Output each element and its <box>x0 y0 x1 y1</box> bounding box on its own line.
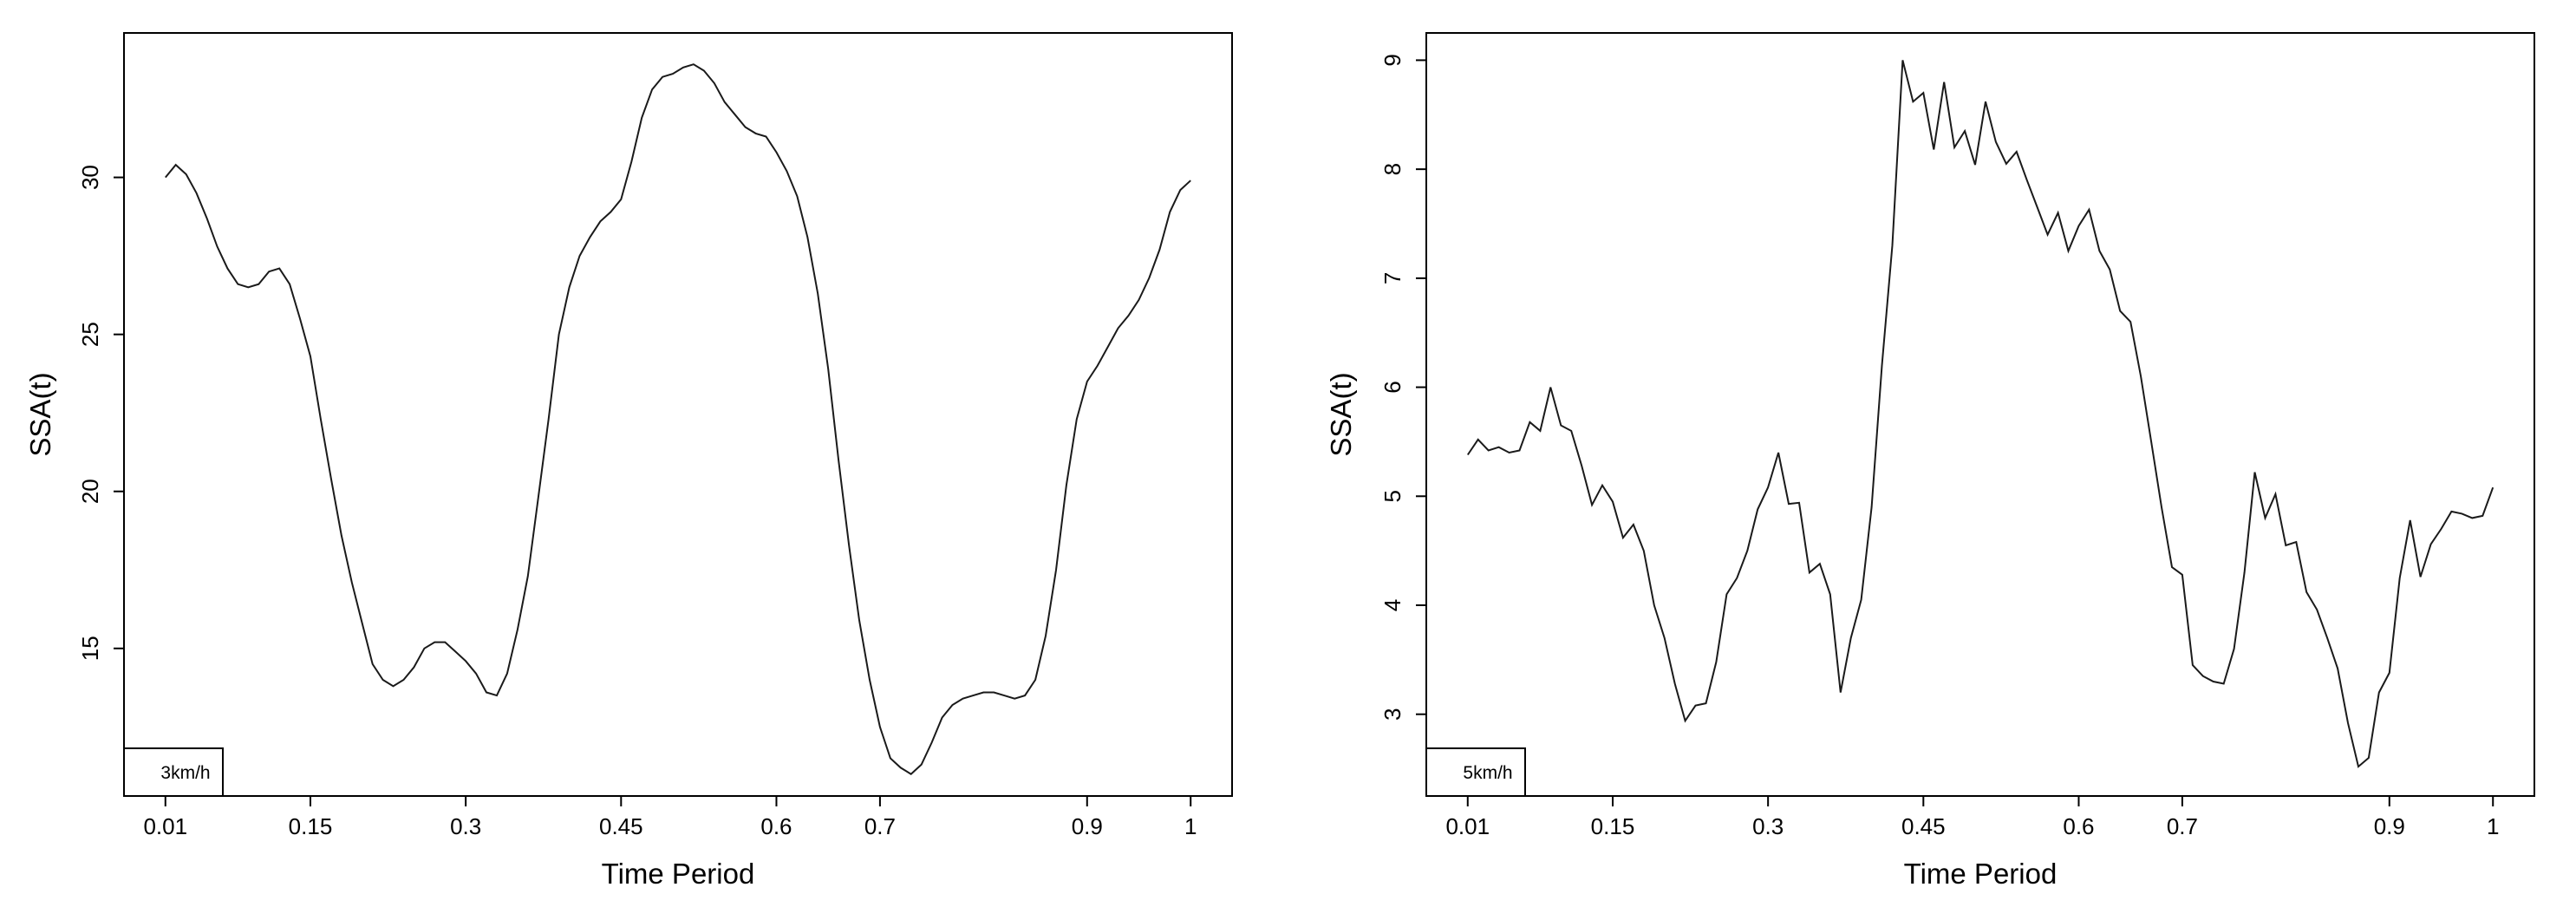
legend-label: 3km/h <box>160 763 210 783</box>
x-tick-label: 0.45 <box>599 813 643 839</box>
y-tick-label: 8 <box>1379 163 1405 175</box>
chart-panel-3kmh: 15 20 25 30 0.01 0.15 0.3 0.45 0.6 0.7 0.9 1 3km/h… <box>24 32 1233 890</box>
x-axis: 0.01 0.15 0.3 0.45 0.6 0.7 0.9 1 <box>1445 796 2499 839</box>
y-tick-label: 30 <box>77 165 103 190</box>
plot-frame <box>123 32 1233 797</box>
x-tick-label: 1 <box>1184 813 1197 839</box>
y-tick-label: 20 <box>77 479 103 504</box>
x-tick-label: 0.9 <box>1072 813 1103 839</box>
legend-box <box>123 747 224 797</box>
x-tick-label: 1 <box>2487 813 2499 839</box>
y-tick-label: 4 <box>1379 599 1405 611</box>
y-axis: 15 20 25 30 <box>77 165 124 661</box>
x-axis: 0.01 0.15 0.3 0.45 0.6 0.7 0.9 1 <box>143 796 1197 839</box>
x-tick-label: 0.6 <box>760 813 792 839</box>
x-tick-label: 0.15 <box>289 813 333 839</box>
legend-label: 5km/h <box>1463 763 1512 783</box>
y-tick-label: 25 <box>77 322 103 347</box>
x-tick-label: 0.6 <box>2063 813 2094 839</box>
x-tick-label: 0.15 <box>1591 813 1635 839</box>
legend-box <box>1425 747 1526 797</box>
y-axis: 3 4 5 6 7 8 9 <box>1379 54 1426 721</box>
x-tick-label: 0.3 <box>1752 813 1784 839</box>
y-axis-title: SSA(t) <box>24 372 56 456</box>
x-tick-label: 0.01 <box>1445 813 1490 839</box>
y-tick-label: 6 <box>1379 381 1405 393</box>
y-tick-label: 3 <box>1379 708 1405 720</box>
x-tick-label: 0.45 <box>1901 813 1946 839</box>
x-tick-label: 0.7 <box>2167 813 2198 839</box>
series-line-5kmh <box>1466 60 2494 768</box>
legend: 3km/h <box>123 747 224 797</box>
plot-frame <box>1425 32 2535 797</box>
y-tick-label: 5 <box>1379 490 1405 502</box>
x-tick-label: 0.9 <box>2374 813 2405 839</box>
y-axis-title: SSA(t) <box>1325 372 1357 456</box>
y-tick-label: 15 <box>77 636 103 661</box>
x-axis-title: Time Period <box>602 858 755 890</box>
x-tick-label: 0.01 <box>143 813 187 839</box>
x-tick-label: 0.3 <box>450 813 481 839</box>
x-tick-label: 0.7 <box>864 813 896 839</box>
y-tick-label: 9 <box>1379 54 1405 66</box>
x-axis-title: Time Period <box>1904 858 2058 890</box>
series-line-3kmh <box>165 63 1191 775</box>
legend: 5km/h <box>1425 747 1526 797</box>
y-tick-label: 7 <box>1379 272 1405 284</box>
